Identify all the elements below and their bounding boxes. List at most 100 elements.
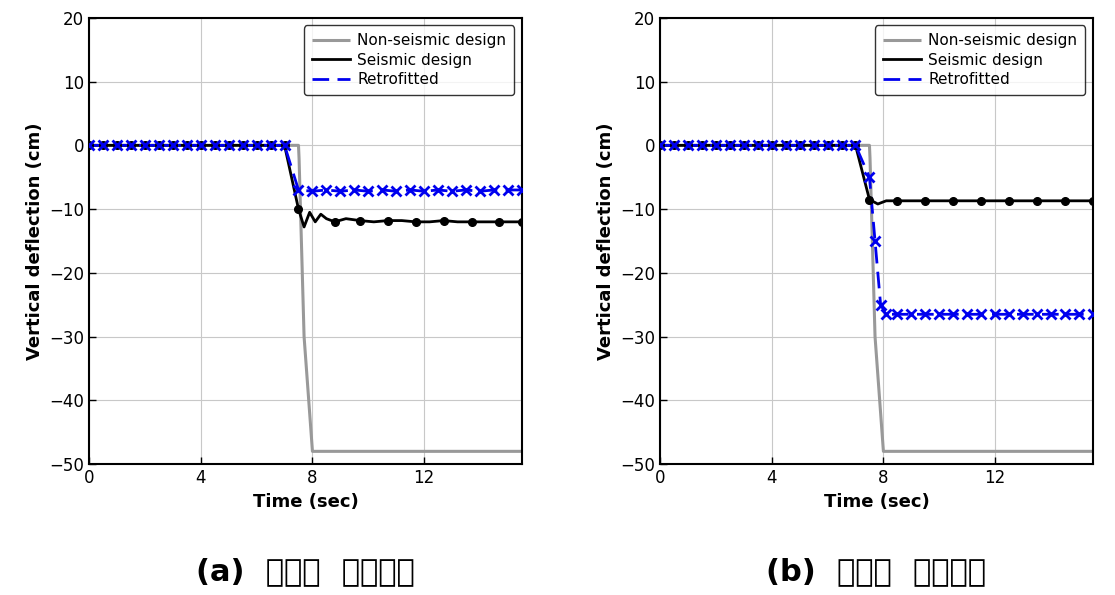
Seismic design (250, 142, 263, 149)
Line: Non-seismic design: Non-seismic design (89, 145, 522, 452)
Retrofitted (389, 187, 403, 195)
Non-seismic design (863, 155, 876, 162)
Retrofitted (264, 142, 278, 149)
Line: Seismic design: Seismic design (660, 145, 1093, 204)
Retrofitted (960, 311, 973, 318)
Retrofitted (487, 186, 501, 193)
Seismic design (871, 201, 884, 208)
Seismic design (919, 197, 932, 204)
Seismic design (194, 142, 207, 149)
Seismic design (298, 223, 311, 230)
Y-axis label: Vertical deflection (cm): Vertical deflection (cm) (597, 122, 614, 360)
Seismic design (314, 211, 328, 218)
Retrofitted (209, 142, 222, 149)
X-axis label: Time (sec): Time (sec) (824, 493, 929, 511)
Seismic design (222, 142, 235, 149)
Seismic design (110, 142, 124, 149)
Seismic design (779, 142, 793, 149)
Line: Non-seismic design: Non-seismic design (660, 145, 1093, 452)
Seismic design (181, 142, 194, 149)
Retrofitted (83, 142, 96, 149)
Retrofitted (250, 142, 263, 149)
Retrofitted (236, 142, 250, 149)
Retrofitted (125, 142, 138, 149)
Seismic design (975, 197, 988, 204)
Retrofitted (194, 142, 207, 149)
Seismic design (515, 218, 529, 226)
Line: Retrofitted: Retrofitted (89, 145, 522, 191)
Seismic design (696, 142, 709, 149)
Seismic design (904, 197, 918, 204)
Retrofitted (779, 142, 793, 149)
Non-seismic design (515, 448, 529, 455)
Retrofitted (975, 311, 988, 318)
X-axis label: Time (sec): Time (sec) (253, 493, 358, 511)
Retrofitted (166, 142, 180, 149)
Seismic design (947, 197, 960, 204)
Legend: Non-seismic design, Seismic design, Retrofitted: Non-seismic design, Seismic design, Retr… (304, 26, 514, 95)
Seismic design (97, 142, 110, 149)
Retrofitted (1044, 311, 1057, 318)
Seismic design (506, 218, 520, 226)
Retrofitted (793, 142, 806, 149)
Seismic design (724, 142, 737, 149)
Retrofitted (432, 186, 445, 193)
Retrofitted (306, 187, 319, 195)
Seismic design (849, 142, 862, 149)
Seismic design (932, 197, 946, 204)
Seismic design (1002, 197, 1016, 204)
Seismic design (395, 217, 408, 224)
Seismic design (83, 142, 96, 149)
Retrofitted (473, 187, 486, 195)
Seismic design (478, 218, 492, 226)
Retrofitted (849, 142, 862, 149)
Line: Retrofitted: Retrofitted (660, 145, 1093, 314)
Retrofitted (1002, 311, 1016, 318)
Retrofitted (361, 187, 375, 195)
Seismic design (278, 142, 291, 149)
Seismic design (835, 142, 849, 149)
Seismic design (752, 142, 765, 149)
Retrofitted (1086, 311, 1099, 318)
Line: Seismic design: Seismic design (89, 145, 522, 227)
Seismic design (367, 218, 380, 226)
Seismic design (166, 142, 180, 149)
Seismic design (821, 142, 834, 149)
Retrofitted (891, 311, 904, 318)
Seismic design (409, 218, 423, 226)
Retrofitted (110, 142, 124, 149)
Retrofitted (320, 186, 333, 193)
Retrofitted (919, 311, 932, 318)
Retrofitted (1030, 311, 1044, 318)
Seismic design (320, 215, 333, 223)
Seismic design (153, 142, 166, 149)
Seismic design (381, 217, 395, 224)
Seismic design (1044, 197, 1057, 204)
Non-seismic design (292, 142, 306, 149)
Seismic design (328, 218, 341, 226)
Seismic design (303, 209, 317, 216)
Retrofitted (988, 311, 1001, 318)
Seismic design (737, 142, 750, 149)
Seismic design (960, 197, 973, 204)
Seismic design (209, 142, 222, 149)
Retrofitted (947, 311, 960, 318)
Retrofitted (724, 142, 737, 149)
Retrofitted (874, 301, 888, 308)
Retrofitted (1058, 311, 1072, 318)
Non-seismic design (869, 333, 882, 340)
Retrofitted (696, 142, 709, 149)
Seismic design (668, 142, 681, 149)
Seismic design (1016, 197, 1029, 204)
Seismic design (1030, 197, 1044, 204)
Seismic design (125, 142, 138, 149)
Non-seismic design (83, 142, 96, 149)
Retrofitted (681, 142, 695, 149)
Seismic design (339, 215, 352, 223)
Non-seismic design (863, 142, 876, 149)
Retrofitted (668, 142, 681, 149)
Retrofitted (333, 187, 347, 195)
Retrofitted (138, 142, 152, 149)
Retrofitted (932, 311, 946, 318)
Retrofitted (1016, 311, 1029, 318)
